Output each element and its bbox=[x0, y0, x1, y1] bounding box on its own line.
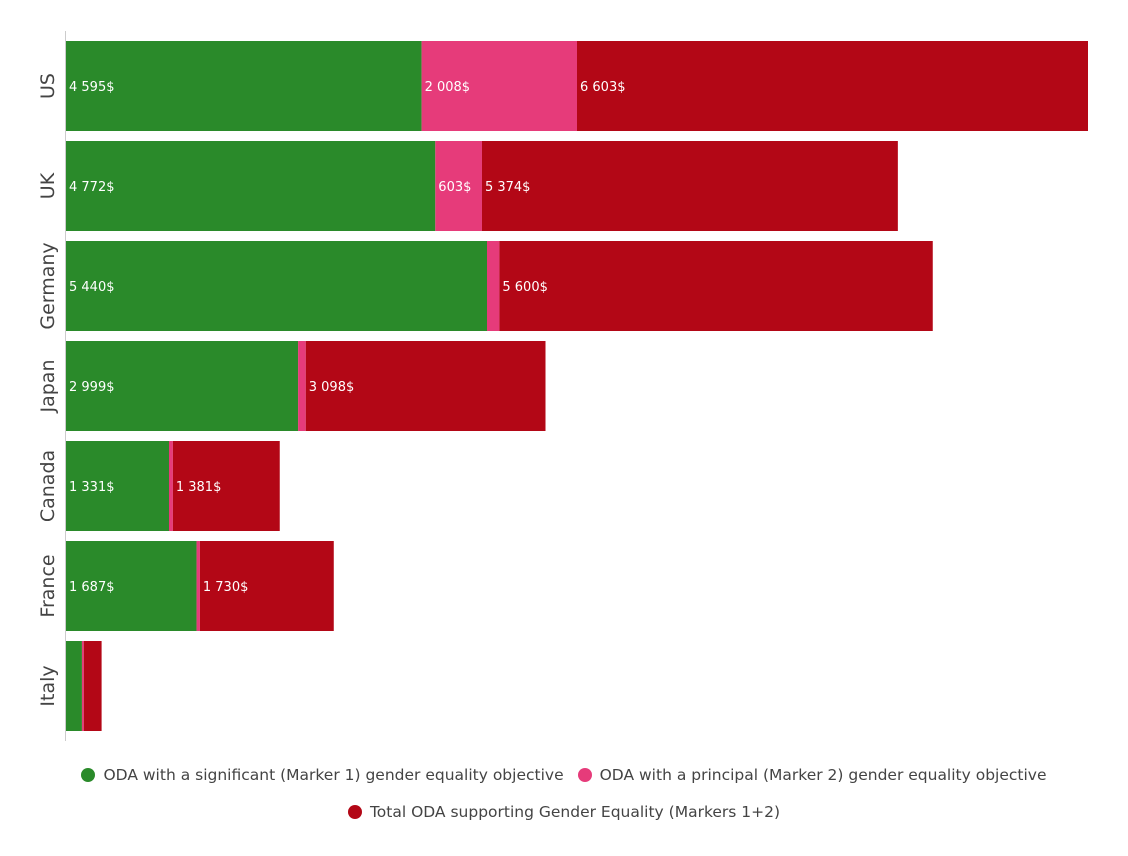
data-label: 5 440$ bbox=[69, 280, 115, 295]
data-label: 603$ bbox=[438, 180, 471, 195]
category-label-canada: Canada bbox=[37, 450, 59, 522]
bar-france-series-2[interactable] bbox=[199, 541, 334, 631]
bar-us-series-0[interactable] bbox=[66, 41, 422, 131]
bar-uk-series-2[interactable] bbox=[481, 141, 898, 231]
legend-label-total: Total ODA supporting Gender Equality (Ma… bbox=[369, 803, 781, 821]
bar-canada-series-0[interactable] bbox=[66, 441, 170, 531]
bar-canada-series-2[interactable] bbox=[172, 441, 280, 531]
bar-germany-series-1[interactable] bbox=[486, 241, 500, 331]
legend-label-marker1: ODA with a significant (Marker 1) gender… bbox=[103, 766, 564, 784]
category-label-germany: Germany bbox=[37, 242, 59, 329]
legend-label-marker2: ODA with a principal (Marker 2) gender e… bbox=[599, 766, 1047, 784]
data-label: 4 772$ bbox=[69, 180, 115, 195]
category-label-italy: Italy bbox=[37, 665, 59, 706]
data-label: 6 603$ bbox=[580, 80, 626, 95]
bar-canada-series-1[interactable] bbox=[169, 441, 173, 531]
bar-uk-series-1[interactable] bbox=[435, 141, 482, 231]
legend-swatch-total bbox=[347, 805, 362, 819]
data-label: 1 381$ bbox=[176, 480, 222, 495]
legend-row-2: Total ODA supporting Gender Equality (Ma… bbox=[0, 803, 1128, 821]
bar-france-series-1[interactable] bbox=[196, 541, 200, 631]
data-label: 1 687$ bbox=[69, 580, 115, 595]
bar-uk-series-0[interactable] bbox=[66, 141, 436, 231]
data-label: 5 600$ bbox=[502, 280, 548, 295]
bar-germany-series-2[interactable] bbox=[499, 241, 933, 331]
bar-japan-series-0[interactable] bbox=[66, 341, 299, 431]
bar-italy-series-2[interactable] bbox=[83, 641, 102, 731]
stacked-bar-chart: 4 595$ 2 008$ 6 603$ US 4 772$ 603$ 5 374$ UK 5 … bbox=[37, 31, 1088, 741]
bar-japan-series-2[interactable] bbox=[305, 341, 546, 431]
data-label: 5 374$ bbox=[485, 180, 530, 195]
bar-us-series-2[interactable] bbox=[577, 41, 1088, 131]
data-label: 3 098$ bbox=[309, 380, 355, 395]
data-label: 1 331$ bbox=[69, 480, 115, 495]
data-label: 4 595$ bbox=[69, 80, 115, 95]
legend-item-total[interactable]: Total ODA supporting Gender Equality (Ma… bbox=[347, 803, 781, 821]
data-label: 2 008$ bbox=[425, 80, 471, 95]
legend-swatch-marker1 bbox=[81, 768, 96, 782]
bar-italy-series-0[interactable] bbox=[66, 641, 82, 731]
category-label-us: US bbox=[37, 73, 59, 99]
data-label: 1 730$ bbox=[203, 580, 249, 595]
bar-france-series-0[interactable] bbox=[66, 541, 197, 631]
bar-italy-series-1[interactable] bbox=[81, 641, 84, 731]
category-label-japan: Japan bbox=[37, 360, 59, 414]
legend-swatch-marker2 bbox=[577, 768, 592, 782]
category-label-france: France bbox=[37, 554, 59, 617]
data-label: 2 999$ bbox=[69, 380, 115, 395]
legend-row-1: ODA with a significant (Marker 1) gender… bbox=[0, 766, 1128, 784]
bar-germany-series-0[interactable] bbox=[66, 241, 487, 331]
bar-japan-series-1[interactable] bbox=[298, 341, 306, 431]
legend-item-marker1[interactable]: ODA with a significant (Marker 1) gender… bbox=[81, 766, 564, 784]
category-label-uk: UK bbox=[37, 172, 59, 199]
bar-us-series-1[interactable] bbox=[421, 41, 577, 131]
legend-item-marker2[interactable]: ODA with a principal (Marker 2) gender e… bbox=[577, 766, 1047, 784]
